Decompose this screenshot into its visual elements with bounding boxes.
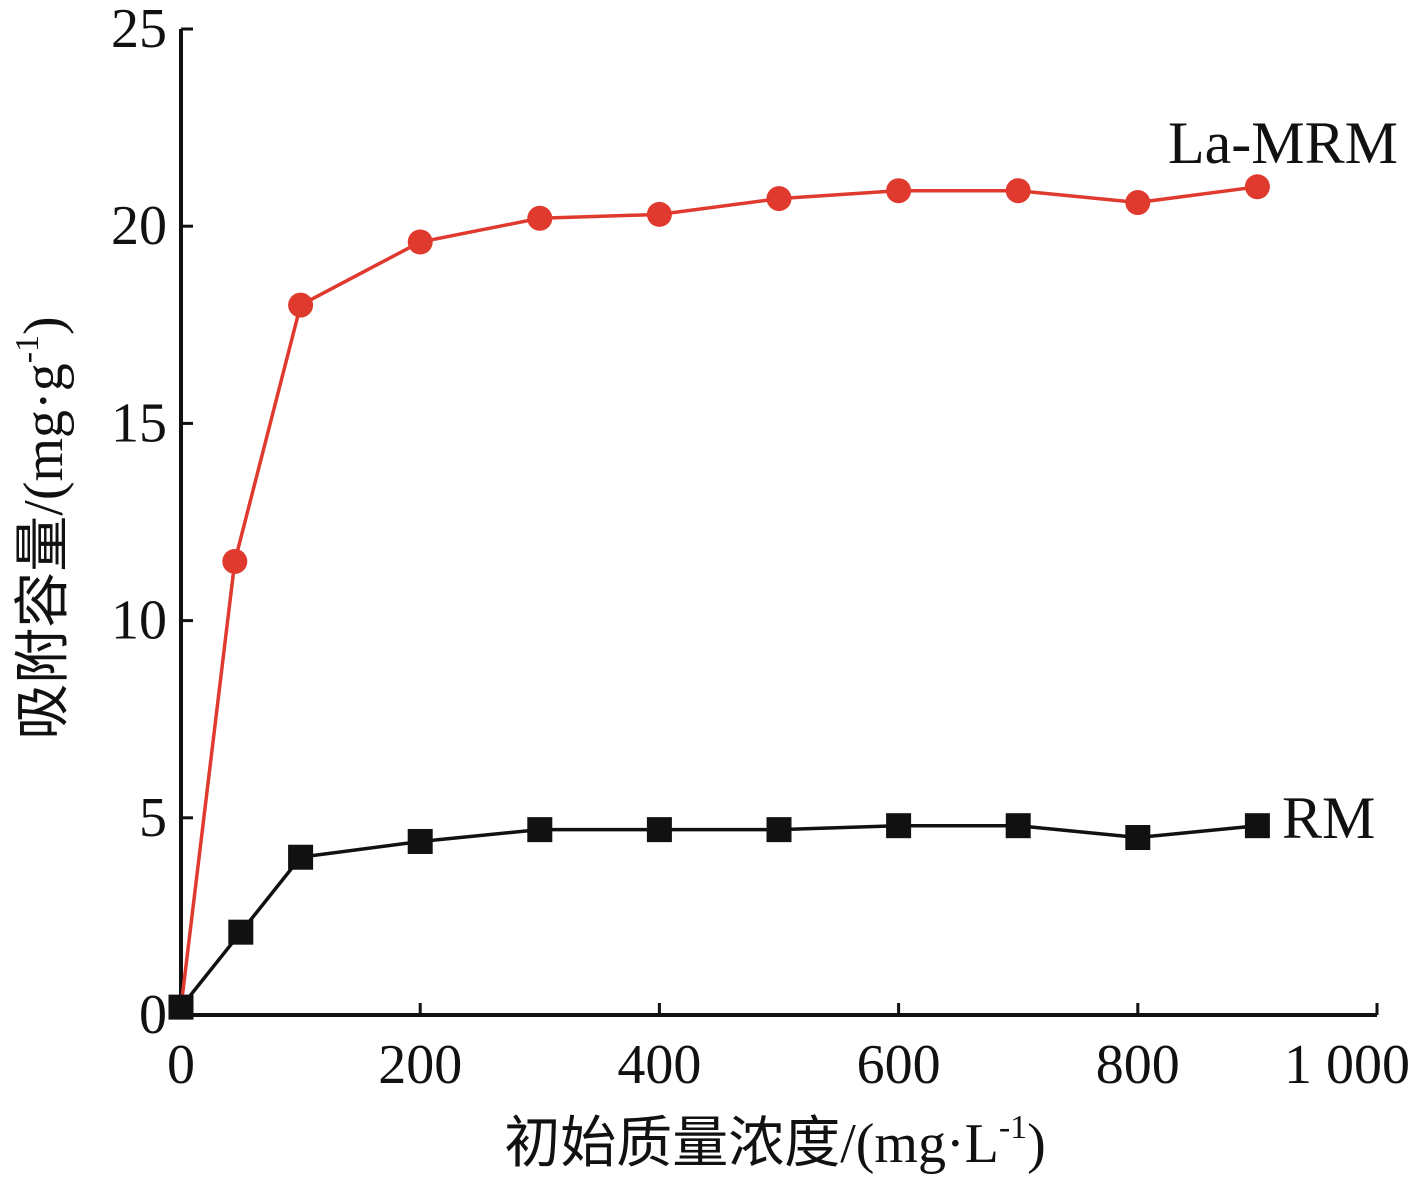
x-tick-label: 600 [857, 1034, 941, 1096]
y-tick-label: 5 [139, 787, 167, 849]
axes: 0 5 10 15 20 25 0 200 400 600 800 1 000 [111, 0, 1410, 1096]
data-point-rm [288, 844, 314, 870]
y-tick-label: 15 [111, 392, 167, 454]
x-tick-label: 1 000 [1284, 1034, 1410, 1096]
y-tick-label: 10 [111, 590, 167, 652]
x-tick-label: 800 [1096, 1034, 1180, 1096]
data-point-rm [1005, 813, 1031, 839]
data-point-rm [228, 919, 254, 945]
series-label-la-mrm: La-MRM [1168, 110, 1398, 176]
data-point-la-mrm [222, 548, 248, 574]
data-point-la-mrm [527, 205, 553, 231]
data-point-rm [646, 817, 672, 843]
data-point-rm [1125, 825, 1151, 851]
data-point-la-mrm [886, 178, 912, 204]
series-line-la-mrm [179, 185, 1258, 1008]
y-tick-label: 20 [111, 195, 167, 257]
series-line-rm [179, 823, 1258, 1009]
x-tick-label: 400 [617, 1034, 701, 1096]
data-point-la-mrm [646, 201, 672, 227]
x-axis-title: 初始质量浓度/(mg·L-1) [504, 1109, 1046, 1175]
y-axis-title-sup: -1 [9, 335, 46, 363]
series-label-rm: RM [1282, 785, 1375, 851]
data-point-la-mrm [766, 186, 792, 212]
y-tick-label: 0 [139, 984, 167, 1046]
data-point-la-mrm [1125, 190, 1151, 216]
data-point-la-mrm [1005, 178, 1031, 204]
y-axis-title-end: ) [13, 316, 75, 335]
y-tick-label: 25 [111, 0, 167, 60]
data-point-rm [766, 817, 792, 843]
data-point-rm [886, 813, 912, 839]
x-axis-title-end: ) [1027, 1113, 1046, 1175]
data-point-la-mrm [1244, 174, 1270, 200]
data-point-rm [407, 828, 433, 854]
x-tick-label: 0 [167, 1034, 195, 1096]
data-point-rm [168, 994, 194, 1020]
x-axis-title-sup: -1 [999, 1109, 1027, 1146]
data-point-rm [527, 817, 553, 843]
data-point-la-mrm [288, 292, 314, 318]
y-axis-title: 吸附容量/(mg·g-1) [9, 316, 75, 739]
series-layer [168, 174, 1270, 1020]
data-point-la-mrm [407, 229, 433, 255]
x-tick-label: 200 [378, 1034, 462, 1096]
data-point-rm [1244, 813, 1270, 839]
